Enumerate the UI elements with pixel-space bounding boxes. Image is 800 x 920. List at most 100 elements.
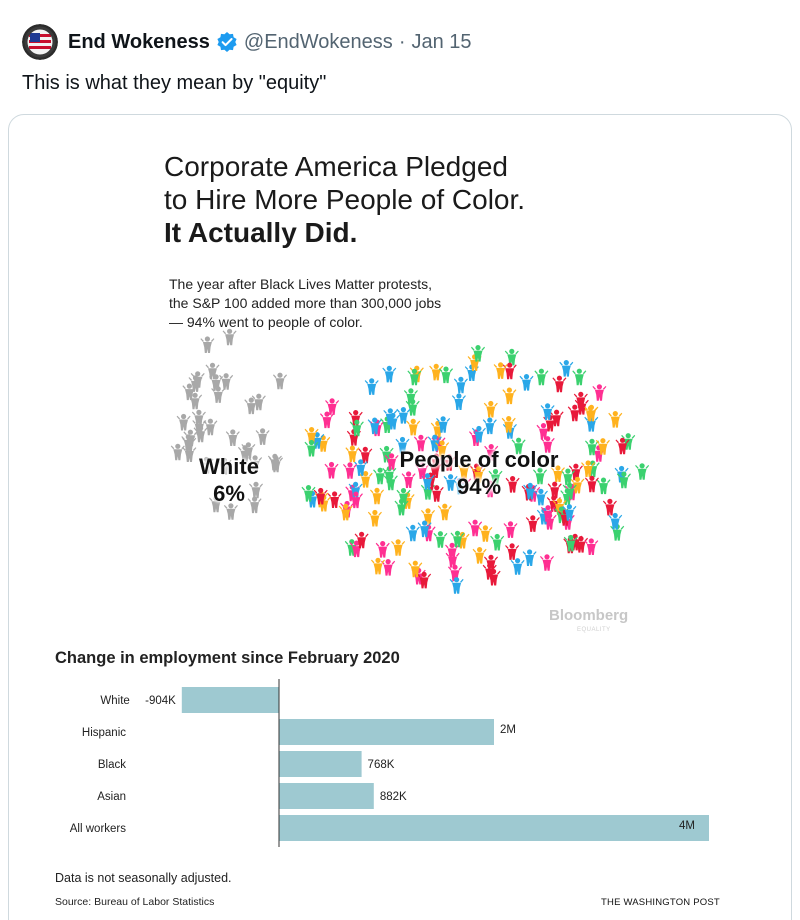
poc-person-icon-89 xyxy=(484,554,498,572)
poc-person-icon-49 xyxy=(549,409,564,427)
poc-person-icon-20 xyxy=(483,480,498,498)
poc-person-icon-63 xyxy=(436,416,451,433)
poc-person-icon-134 xyxy=(552,375,567,393)
subtext-line-3: — 94% went to people of color. xyxy=(169,314,363,330)
poc-person-icon-99 xyxy=(502,362,517,380)
poc-person-icon-162 xyxy=(493,362,508,379)
tweet-text: This is what they mean by "equity" xyxy=(22,72,327,94)
poc-person-icon-90 xyxy=(592,384,607,401)
white-person-icon-34 xyxy=(217,457,232,475)
category-label-hispanic: Hispanic xyxy=(82,727,126,739)
poc-person-icon-93 xyxy=(533,488,548,506)
category-label-black: Black xyxy=(98,759,126,771)
white-person-icon-30 xyxy=(251,393,266,411)
white-person-icon-18 xyxy=(188,392,203,410)
poc-person-icon-106 xyxy=(534,368,549,386)
poc-person-icon-170 xyxy=(348,491,363,509)
poc-person-icon-138 xyxy=(396,407,411,424)
white-person-icon-15 xyxy=(205,362,220,380)
poc-person-icon-144 xyxy=(547,481,562,499)
poc-label-text: People of color xyxy=(399,447,559,472)
poc-person-icon-187 xyxy=(406,418,421,436)
poc-person-icon-107 xyxy=(345,445,360,463)
chart-footnote: Data is not seasonally adjusted. xyxy=(55,871,232,885)
poc-person-icon-66 xyxy=(585,438,599,456)
poc-person-icon-171 xyxy=(616,471,631,489)
poc-person-icon-16 xyxy=(533,467,547,485)
white-person-icon-24 xyxy=(190,371,205,388)
poc-person-icon-152 xyxy=(408,560,423,578)
poc-person-icon-125 xyxy=(415,462,430,479)
poc-person-icon-50 xyxy=(324,461,339,479)
poc-person-icon-8 xyxy=(449,577,464,594)
poc-person-icon-122 xyxy=(472,547,487,564)
bar-chart-title: Change in employment since February 2020 xyxy=(55,649,400,667)
white-person-icon-33 xyxy=(183,429,198,447)
poc-group-label: People of color 94% xyxy=(374,446,584,500)
author-handle[interactable]: @EndWokeness xyxy=(243,30,393,53)
white-person-icon-13 xyxy=(244,397,259,415)
tweet-date[interactable]: Jan 15 xyxy=(411,30,472,53)
poc-person-icon-137 xyxy=(435,440,450,457)
poc-person-icon-154 xyxy=(574,398,589,415)
bar-all-workers xyxy=(279,815,709,841)
poc-person-icon-169 xyxy=(584,475,599,493)
data-label-asian: 882K xyxy=(380,791,407,803)
poc-person-icon-18 xyxy=(382,365,397,383)
tweet-header: End Wokeness @EndWokeness · Jan 15 xyxy=(22,24,472,60)
poc-person-icon-77 xyxy=(367,509,382,527)
poc-person-icon-166 xyxy=(394,498,409,516)
white-person-icon-26 xyxy=(238,445,252,462)
bloomberg-sub-logo: EQUALITY xyxy=(577,627,611,633)
poc-person-icon-64 xyxy=(505,543,520,560)
poc-person-icon-72 xyxy=(501,416,516,433)
poc-person-icon-146 xyxy=(304,439,319,457)
poc-person-icon-178 xyxy=(540,403,555,420)
poc-person-icon-92 xyxy=(502,387,517,405)
poc-person-icon-73 xyxy=(405,524,420,542)
poc-person-icon-181 xyxy=(349,419,364,437)
poc-person-icon-180 xyxy=(540,554,554,571)
poc-person-icon-155 xyxy=(375,541,390,558)
poc-person-icon-149 xyxy=(525,515,540,532)
poc-person-icon-97 xyxy=(437,503,452,521)
data-label-all-workers: 4M xyxy=(679,820,695,832)
poc-person-icon-36 xyxy=(439,366,453,384)
poc-person-icon-83 xyxy=(443,474,458,491)
bar-black xyxy=(279,751,362,777)
white-person-icon-27 xyxy=(203,418,218,436)
media-card[interactable]: Corporate America Pledged to Hire More P… xyxy=(8,114,792,920)
white-person-icon-10 xyxy=(225,429,240,446)
poc-person-icon-167 xyxy=(581,460,596,477)
poc-person-icon-186 xyxy=(635,463,650,480)
white-person-icon-22 xyxy=(223,503,238,520)
separator-dot: · xyxy=(398,30,406,53)
poc-person-icon-68 xyxy=(522,549,537,566)
avatar[interactable] xyxy=(22,24,58,60)
data-label-white: -904K xyxy=(145,695,176,707)
poc-person-icon-56 xyxy=(405,399,420,416)
verified-badge-icon xyxy=(216,31,238,53)
poc-person-icon-179 xyxy=(354,531,369,549)
white-person-icon-29 xyxy=(200,336,215,353)
category-label-white: White xyxy=(100,695,129,707)
poc-person-icon-53 xyxy=(364,378,379,395)
poc-pct-text: 94% xyxy=(456,474,502,499)
author-name[interactable]: End Wokeness xyxy=(68,30,210,53)
poc-person-icon-140 xyxy=(413,434,428,452)
poc-person-icon-184 xyxy=(429,485,444,502)
poc-person-icon-100 xyxy=(445,551,460,568)
poc-person-icon-113 xyxy=(420,473,435,490)
poc-person-icon-27 xyxy=(478,525,493,542)
poc-person-icon-21 xyxy=(488,468,503,486)
employment-bar-chart: White -904K Hispanic 2M Black 768K Asian 882K Al… xyxy=(70,679,709,847)
poc-person-icon-15 xyxy=(536,423,551,440)
poc-person-icon-148 xyxy=(523,482,538,500)
bar-asian xyxy=(279,783,374,809)
poc-person-icon-185 xyxy=(384,453,399,470)
infographic-subtext: The year after Black Lives Matter protes… xyxy=(169,275,441,332)
poc-person-icon-133 xyxy=(559,360,574,377)
poc-person-icon-95 xyxy=(325,398,340,415)
bar-white xyxy=(181,687,279,713)
poc-person-icon-52 xyxy=(304,427,319,444)
